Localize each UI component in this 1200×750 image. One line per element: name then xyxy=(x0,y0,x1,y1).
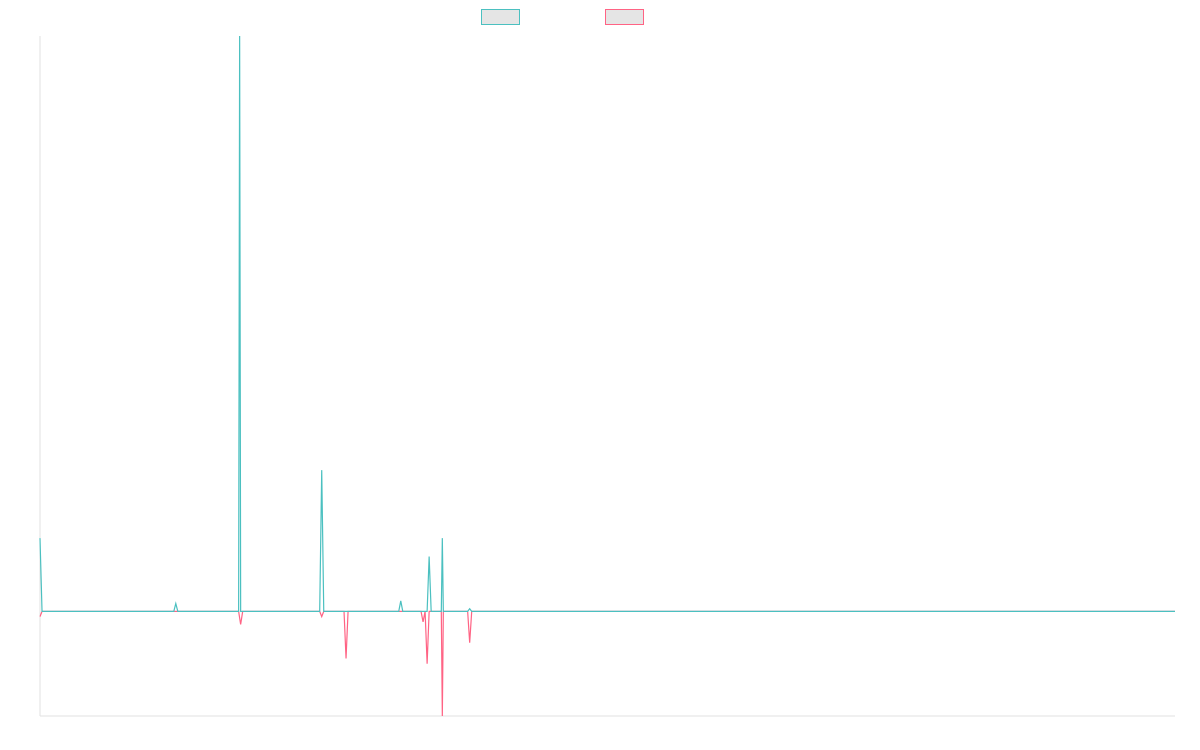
series-1-line xyxy=(39,35,1175,612)
series-2-line xyxy=(39,610,1175,717)
legend-swatch-series-2[interactable] xyxy=(605,9,644,25)
legend-swatch-series-1[interactable] xyxy=(481,9,520,25)
